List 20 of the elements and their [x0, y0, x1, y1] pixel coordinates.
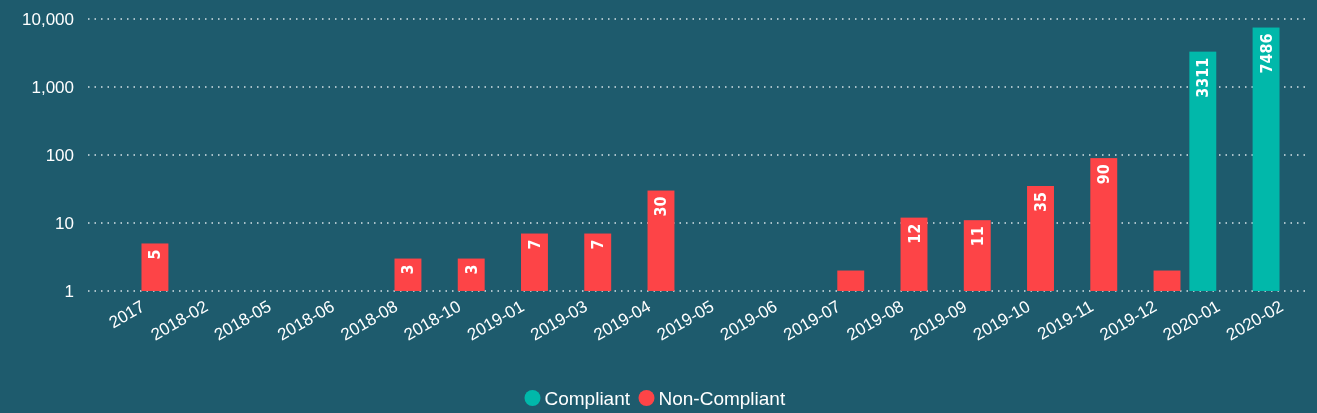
- legend-label: Compliant: [544, 387, 631, 409]
- y-tick-label: 10: [55, 213, 74, 233]
- x-tick-label: 2017: [105, 296, 148, 333]
- data-label: 7486: [1256, 33, 1276, 74]
- data-label: 3311: [1193, 57, 1213, 98]
- data-label: 3: [461, 264, 481, 275]
- data-label: 5: [145, 249, 165, 260]
- data-label: 12: [904, 223, 924, 244]
- data-label: 90: [1094, 164, 1114, 185]
- legend-label: Non-Compliant: [658, 387, 786, 409]
- data-label: 7: [588, 239, 608, 250]
- y-tick-label: 100: [45, 145, 74, 165]
- data-label: 30: [651, 196, 671, 217]
- data-label: 11: [967, 226, 987, 247]
- data-label: 35: [1031, 192, 1051, 213]
- data-label: 3: [398, 264, 418, 275]
- y-tick-label: 10,000: [22, 9, 74, 29]
- data-label: 7: [524, 239, 544, 250]
- y-tick-label: 1,000: [31, 77, 74, 97]
- y-tick-label: 1: [64, 281, 74, 301]
